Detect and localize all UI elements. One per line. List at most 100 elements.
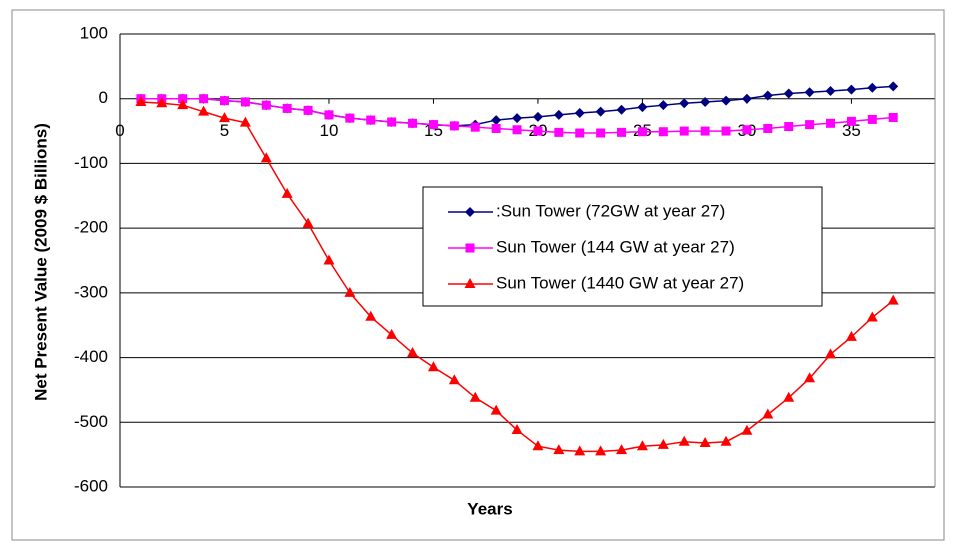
marker bbox=[721, 126, 731, 136]
marker bbox=[804, 87, 815, 98]
y-tick-label: -500 bbox=[74, 412, 108, 431]
marker bbox=[596, 128, 606, 138]
marker bbox=[720, 435, 732, 446]
marker bbox=[658, 100, 669, 111]
marker bbox=[700, 126, 710, 136]
y-tick-label: -200 bbox=[74, 218, 108, 237]
marker bbox=[784, 122, 794, 132]
marker bbox=[636, 440, 648, 451]
marker bbox=[888, 112, 898, 122]
x-tick-label: 15 bbox=[424, 121, 443, 140]
marker bbox=[465, 243, 475, 253]
x-tick-label: 0 bbox=[115, 121, 124, 140]
marker bbox=[408, 118, 418, 128]
marker bbox=[867, 114, 877, 124]
marker bbox=[825, 348, 837, 359]
marker bbox=[658, 127, 668, 137]
marker bbox=[260, 152, 272, 163]
marker bbox=[177, 99, 189, 110]
marker bbox=[135, 95, 147, 106]
marker bbox=[533, 126, 543, 136]
marker bbox=[574, 445, 586, 456]
marker bbox=[763, 123, 773, 133]
marker bbox=[700, 96, 711, 107]
marker bbox=[427, 361, 439, 372]
legend-label: Sun Tower (144 GW at year 27) bbox=[496, 237, 735, 256]
y-tick-label: -400 bbox=[74, 347, 108, 366]
marker bbox=[464, 278, 476, 288]
marker bbox=[512, 113, 523, 124]
marker bbox=[574, 107, 585, 118]
marker bbox=[303, 105, 313, 115]
marker bbox=[532, 111, 543, 122]
marker bbox=[783, 391, 795, 402]
marker bbox=[657, 438, 669, 449]
marker bbox=[595, 445, 607, 456]
marker bbox=[575, 128, 585, 138]
marker bbox=[323, 254, 335, 265]
marker bbox=[721, 95, 732, 106]
marker bbox=[595, 106, 606, 117]
marker bbox=[407, 347, 419, 358]
marker bbox=[845, 330, 857, 341]
marker bbox=[805, 120, 815, 130]
marker bbox=[512, 125, 522, 135]
marker bbox=[511, 424, 523, 435]
marker bbox=[762, 408, 774, 419]
marker bbox=[553, 109, 564, 120]
y-tick-label: -600 bbox=[74, 476, 108, 495]
legend: :Sun Tower (72GW at year 27) Sun Tower (1… bbox=[422, 186, 823, 307]
marker bbox=[198, 105, 210, 116]
marker bbox=[178, 94, 188, 104]
marker bbox=[888, 81, 899, 92]
y-tick-label: 0 bbox=[99, 88, 108, 107]
marker bbox=[742, 125, 752, 135]
x-tick-label: 5 bbox=[220, 121, 229, 140]
marker bbox=[448, 374, 460, 385]
marker bbox=[846, 116, 856, 126]
marker bbox=[866, 311, 878, 322]
marker bbox=[469, 391, 481, 402]
marker bbox=[199, 94, 209, 104]
legend-box bbox=[422, 186, 823, 307]
marker bbox=[240, 97, 250, 107]
marker bbox=[428, 120, 438, 130]
x-axis-title: Years bbox=[467, 499, 512, 518]
legend-label: :Sun Tower (72GW at year 27) bbox=[496, 201, 725, 220]
marker bbox=[637, 102, 648, 113]
y-tick-label: -300 bbox=[74, 282, 108, 301]
marker bbox=[282, 103, 292, 113]
y-tick-label: 100 bbox=[80, 23, 108, 42]
marker bbox=[887, 294, 899, 305]
marker bbox=[554, 127, 564, 137]
y-tick-label: -100 bbox=[74, 153, 108, 172]
marker bbox=[366, 115, 376, 125]
legend-label: Sun Tower (1440 GW at year 27) bbox=[496, 273, 744, 292]
marker bbox=[741, 424, 753, 435]
marker bbox=[846, 84, 857, 95]
marker bbox=[804, 372, 816, 383]
marker bbox=[302, 217, 314, 228]
marker bbox=[386, 328, 398, 339]
x-tick-label: 10 bbox=[320, 121, 339, 140]
marker bbox=[239, 116, 251, 127]
marker bbox=[490, 404, 502, 415]
marker bbox=[449, 121, 459, 131]
marker bbox=[825, 85, 836, 96]
marker bbox=[616, 104, 627, 115]
marker bbox=[345, 113, 355, 123]
marker bbox=[470, 122, 480, 132]
marker bbox=[365, 310, 377, 321]
marker bbox=[491, 115, 502, 126]
marker bbox=[826, 118, 836, 128]
marker bbox=[699, 436, 711, 447]
marker bbox=[762, 90, 773, 101]
chart-border bbox=[11, 9, 945, 541]
marker bbox=[281, 187, 293, 198]
marker bbox=[465, 207, 475, 217]
y-axis-title: Net Present Value (2009 $ Billions) bbox=[31, 123, 50, 401]
marker bbox=[261, 100, 271, 110]
marker bbox=[637, 127, 647, 137]
